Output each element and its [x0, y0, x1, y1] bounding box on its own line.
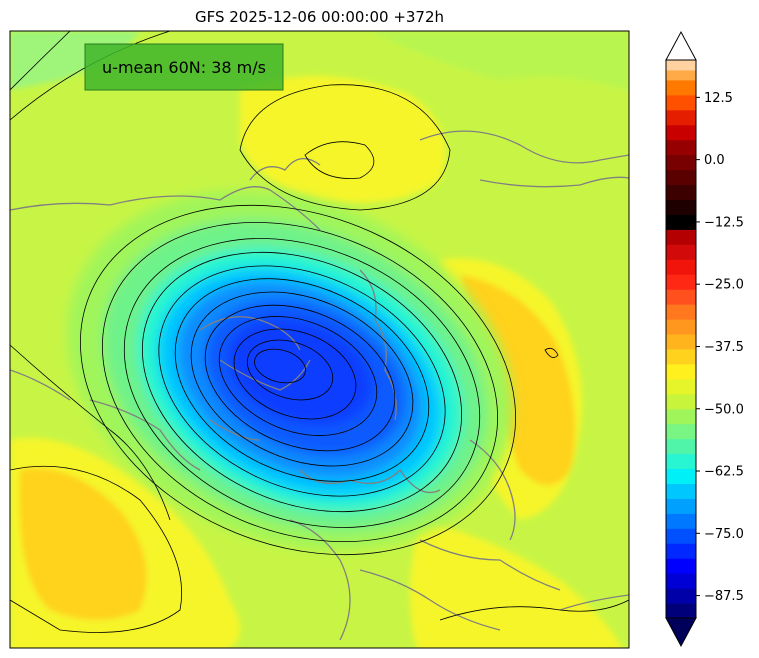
colorbar-tick-label: −12.5	[704, 215, 744, 230]
u-mean-badge: u-mean 60N: 38 m/s	[84, 43, 284, 91]
colorbar-band	[666, 60, 696, 71]
colorbar-band	[666, 543, 696, 559]
colorbar-band	[666, 363, 696, 380]
colorbar-band	[666, 244, 696, 260]
colorbar-band	[666, 124, 696, 141]
map-title: GFS 2025-12-06 00:00:00 +372h	[194, 8, 445, 26]
colorbar-band	[666, 304, 696, 320]
colorbar-band	[666, 214, 696, 230]
colorbar-band	[666, 378, 696, 395]
colorbar-band	[666, 483, 696, 499]
colorbar-band	[666, 588, 696, 604]
map-frame	[9, 30, 630, 649]
colorbar-tick-label: −50.0	[704, 402, 744, 417]
colorbar-band	[666, 109, 696, 126]
colorbar-tick-label: −75.0	[704, 527, 744, 542]
colorbar-band	[666, 348, 696, 365]
colorbar-tick-label: −62.5	[704, 465, 744, 480]
colorbar-band	[666, 334, 696, 350]
colorbar-band	[666, 154, 696, 171]
colorbar-frame	[665, 59, 697, 619]
colorbar-band	[666, 573, 696, 589]
colorbar-band	[666, 528, 696, 544]
colorbar-band	[666, 468, 696, 484]
colorbar-tick-label: 0.0	[704, 153, 725, 168]
colorbar-tick-label: 12.5	[704, 91, 733, 106]
colorbar-band	[666, 79, 696, 96]
colorbar-band	[666, 603, 696, 619]
badge-text: u-mean 60N: 38 m/s	[102, 58, 266, 77]
colorbar-tick-label: −25.0	[704, 278, 744, 293]
colorbar-band	[666, 274, 696, 290]
colorbar-band	[666, 184, 696, 200]
colorbar-band	[666, 139, 696, 156]
coastlines	[10, 130, 629, 641]
colorbar-band	[666, 438, 696, 455]
colorbar-extend-top	[665, 30, 697, 61]
colorbar-bands	[665, 30, 697, 648]
colorbar-extend-bottom	[665, 617, 697, 648]
colorbar-band	[666, 69, 696, 81]
colorbar-tick-label: −87.5	[704, 589, 744, 604]
colorbar-band	[666, 558, 696, 574]
colorbar-band	[666, 513, 696, 529]
polar-vortex	[67, 190, 513, 550]
colorbar-band	[666, 498, 696, 514]
contour-line-west	[10, 344, 171, 521]
colorbar-band	[666, 453, 696, 470]
colorbar-band	[666, 169, 696, 186]
colorbar-ticks: 12.5 0.0 −12.5 −25.0 −37.5 −50.0 −62.5 −75.0 −87…	[696, 91, 744, 604]
colorbar-band	[666, 408, 696, 425]
colorbar-band	[666, 259, 696, 275]
colorbar-tick-label: −37.5	[704, 340, 744, 355]
colorbar-band	[666, 94, 696, 111]
colorbar-band	[666, 423, 696, 440]
colorbar-band	[666, 319, 696, 335]
colorbar-band	[666, 393, 696, 410]
colorbar-band	[666, 289, 696, 305]
colorbar-band	[666, 229, 696, 245]
colorbar-band	[666, 199, 696, 215]
badge-box	[84, 43, 284, 91]
